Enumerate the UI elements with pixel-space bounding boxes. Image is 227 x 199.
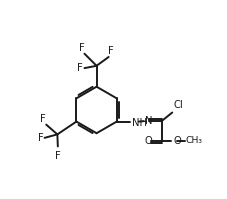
Text: F: F <box>79 43 85 53</box>
Text: CH₃: CH₃ <box>185 136 202 145</box>
Text: N: N <box>145 116 152 126</box>
Text: F: F <box>77 63 83 73</box>
Text: F: F <box>39 114 45 124</box>
Text: NH: NH <box>131 118 146 128</box>
Text: O: O <box>143 136 151 146</box>
Text: F: F <box>108 46 113 56</box>
Text: O: O <box>173 136 181 146</box>
Text: Cl: Cl <box>173 100 183 110</box>
Text: F: F <box>55 151 60 161</box>
Text: F: F <box>37 133 43 143</box>
